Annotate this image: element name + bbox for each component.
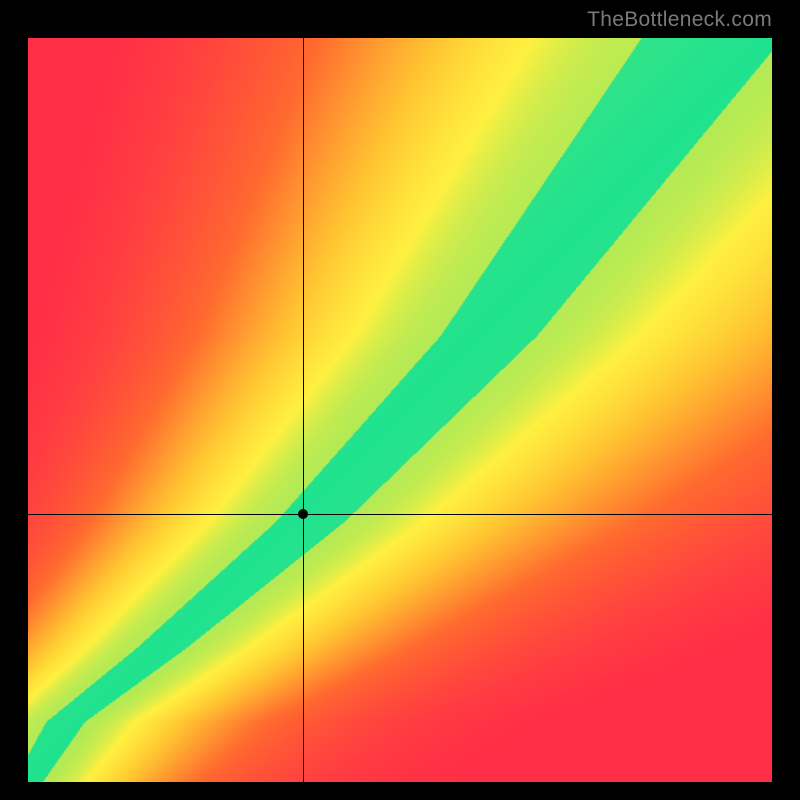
- watermark-text: TheBottleneck.com: [587, 8, 772, 32]
- chart-container: TheBottleneck.com: [0, 0, 800, 800]
- crosshair-marker: [298, 509, 308, 519]
- crosshair-vertical: [303, 38, 304, 782]
- crosshair-horizontal: [28, 514, 772, 515]
- plot-area: [28, 38, 772, 782]
- heatmap-canvas: [28, 38, 772, 782]
